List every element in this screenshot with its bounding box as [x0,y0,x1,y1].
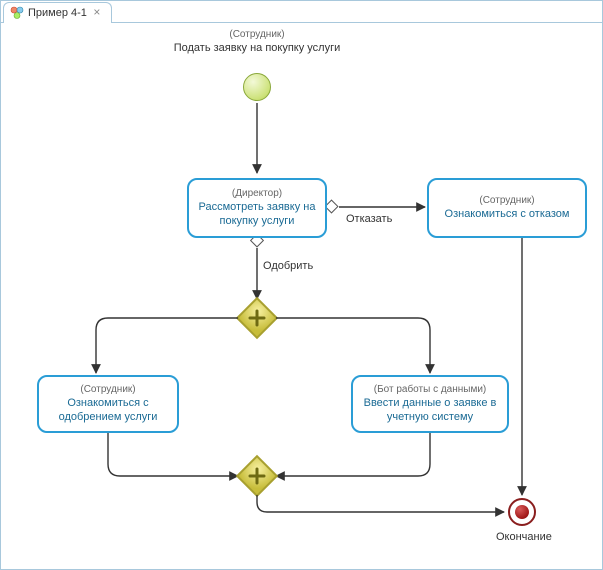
task-title: Ознакомиться с одобрением услуги [47,397,169,425]
tab-example[interactable]: Пример 4-1 × [3,2,112,23]
task-title: Ввести данные о заявке в учетную систему [361,397,499,425]
task-title: Ознакомиться с отказом [445,208,570,222]
start-circle-icon [243,73,271,101]
end-circle-icon [508,498,536,526]
start-event[interactable] [243,73,271,101]
task-deny[interactable]: (Сотрудник) Ознакомиться с отказом [427,178,587,238]
task-role: (Директор) [232,188,282,199]
task-enter-data[interactable]: (Бот работы с данными) Ввести данные о з… [351,375,509,433]
end-event[interactable] [508,498,536,526]
diagram-canvas: (Сотрудник) Подать заявку на покупку усл… [1,23,602,569]
start-role: (Сотрудник) [1,29,513,40]
task-role: (Бот работы с данными) [374,384,487,395]
edge-label-reject: Отказать [346,213,392,225]
tab-bar: Пример 4-1 × [1,1,602,23]
task-role: (Сотрудник) [80,384,135,395]
tab-label: Пример 4-1 [28,7,87,19]
process-icon [10,6,24,20]
close-icon[interactable]: × [91,7,103,19]
task-review[interactable]: (Директор) Рассмотреть заявку на покупку… [187,178,327,238]
task-role: (Сотрудник) [479,195,534,206]
start-title: Подать заявку на покупку услуги [1,42,513,54]
edges-layer [1,23,602,569]
task-approve-inform[interactable]: (Сотрудник) Ознакомиться с одобрением ус… [37,375,179,433]
task-title: Рассмотреть заявку на покупку услуги [197,201,317,229]
end-label: Окончание [496,531,552,543]
edge-label-approve: Одобрить [263,260,313,272]
